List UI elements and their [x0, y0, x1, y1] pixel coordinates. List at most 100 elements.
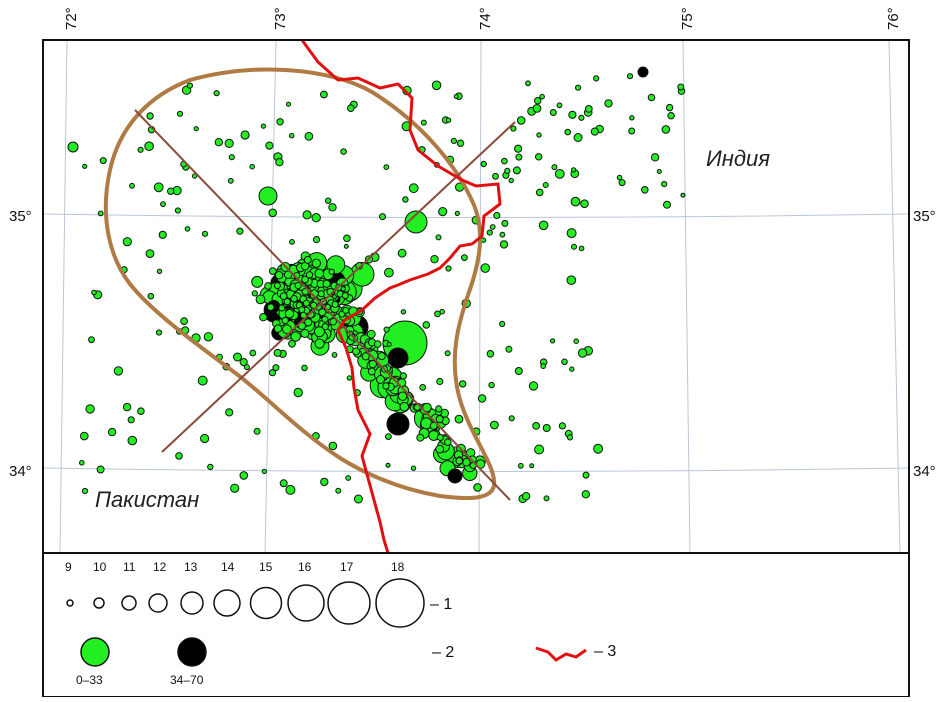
- epicenter-shallow: [628, 127, 636, 135]
- epicenter-shallow: [422, 402, 432, 413]
- epicenter-shallow: [147, 292, 155, 300]
- legend-class-11: 11: [123, 560, 136, 574]
- epicenter-shallow: [264, 282, 273, 290]
- epicenter-shallow: [578, 114, 585, 121]
- epicenter-shallow: [331, 300, 339, 308]
- epicenter-shallow: [322, 279, 331, 288]
- legend-circle-16: [287, 584, 325, 622]
- epicenter-shallow: [444, 438, 452, 447]
- epicenter-shallow: [577, 348, 588, 358]
- epicenter-shallow: [331, 352, 338, 358]
- epicenter-shallow: [352, 347, 360, 356]
- epicenter-shallow: [542, 182, 549, 188]
- epicenter-shallow: [314, 338, 325, 349]
- epicenter-shallow: [377, 352, 386, 361]
- epicenter-shallow: [346, 375, 353, 381]
- epicenter-shallow: [310, 301, 318, 309]
- epicenter-shallow: [493, 211, 501, 220]
- epicenter-shallow: [629, 115, 635, 121]
- epicenter-shallow: [435, 234, 442, 241]
- epicenter-shallow: [313, 326, 325, 338]
- epicenter-shallow: [214, 138, 224, 147]
- epicenter-shallow: [661, 181, 668, 188]
- epicenter-shallow: [445, 265, 452, 272]
- epicenter-shallow: [561, 358, 568, 366]
- epicenter-shallow: [311, 258, 321, 268]
- epicenter-shallow: [569, 366, 575, 372]
- epicenter-shallow: [534, 97, 542, 105]
- epicenter-shallow: [268, 208, 278, 218]
- epicenter-shallow: [397, 391, 408, 401]
- lat-label-34-left: 34°: [9, 463, 32, 480]
- epicenter-shallow: [656, 169, 662, 174]
- epicenter-shallow: [174, 207, 181, 214]
- epicenter-shallow: [540, 363, 547, 370]
- epicenter-shallow: [281, 316, 289, 325]
- epicenter-shallow: [228, 154, 235, 161]
- epicenter-shallow: [79, 460, 85, 466]
- epicenter-shallow: [320, 90, 328, 99]
- epicenter-shallow: [227, 177, 234, 184]
- legend-class-numbers: 9 10 11 12 13 14 15 16 17 18: [65, 560, 405, 574]
- epicenter-shallow: [193, 126, 199, 132]
- epicenter-shallow: [266, 303, 275, 312]
- epicenter-shallow: [340, 286, 346, 292]
- epicenter-shallow: [492, 172, 499, 180]
- epicenter-shallow: [382, 382, 390, 390]
- legend-circle-13: [180, 591, 204, 615]
- epicenter-shallow: [279, 292, 288, 301]
- epicenter-shallow: [145, 249, 155, 259]
- epicenter-shallow: [582, 471, 590, 479]
- epicenter-shallow: [285, 101, 292, 107]
- epicenter-shallow: [268, 267, 277, 276]
- epicenter-shallow: [419, 384, 427, 391]
- epicenter-shallow: [276, 118, 284, 126]
- lon-label-75: 75°: [679, 7, 696, 30]
- epicenter-shallow: [590, 127, 599, 136]
- legend-circle-18: [375, 578, 425, 628]
- legend-size-circles: [66, 578, 425, 628]
- epicenter-shallow: [379, 213, 386, 221]
- legend-deep-circle: [177, 637, 207, 667]
- legend: 9 10 11 12 13 14 15 16 17 18 – 1 0–33: [65, 560, 616, 687]
- lon-label-74: 74°: [477, 7, 494, 30]
- epicenter-shallow: [499, 231, 506, 238]
- epicenter-shallow: [578, 245, 585, 252]
- epicenter-shallow: [156, 268, 163, 274]
- epicenter-shallow: [294, 281, 302, 290]
- epicenter-shallow: [298, 306, 306, 314]
- epicenter-shallow: [176, 110, 184, 117]
- epicenter-shallow: [155, 329, 163, 336]
- legend-circle-12: [148, 593, 168, 613]
- epicenter-shallow: [434, 310, 441, 318]
- epicenter-shallow: [153, 182, 164, 193]
- epicenter-shallow: [273, 324, 283, 333]
- epicenter-shallow: [528, 381, 539, 391]
- epicenter-shallow: [538, 220, 549, 231]
- epicenter-shallow: [435, 444, 445, 454]
- epicenter-shallow: [566, 228, 577, 239]
- epicenter-shallow: [571, 167, 577, 173]
- epicenter-shallow: [680, 192, 686, 198]
- epicenter-shallow: [317, 290, 325, 298]
- epicenter-shallow: [146, 112, 154, 120]
- epicenter-shallow: [290, 331, 302, 342]
- epicenter-shallow: [321, 323, 329, 331]
- epicenter-shallow: [554, 169, 565, 179]
- legend-circle-10: [93, 597, 105, 609]
- epicenter-shallow: [461, 254, 468, 262]
- lat-label-34-right: 34°: [913, 463, 936, 480]
- epicenter-shallow: [454, 210, 460, 216]
- epicenter-shallow: [480, 160, 487, 168]
- epicenter-shallow: [568, 110, 577, 119]
- meridian-76: [888, 40, 901, 553]
- epicenter-shallow: [436, 434, 444, 441]
- epicenter-shallow: [328, 203, 337, 212]
- epicenter-shallow: [288, 339, 296, 348]
- epicenter-shallow: [321, 315, 329, 323]
- meridian-75: [682, 40, 691, 553]
- epicenter-shallow: [489, 224, 496, 230]
- legend-class-13: 13: [184, 560, 198, 574]
- epicenter-shallow: [300, 329, 310, 338]
- epicenter-shallow: [499, 320, 506, 327]
